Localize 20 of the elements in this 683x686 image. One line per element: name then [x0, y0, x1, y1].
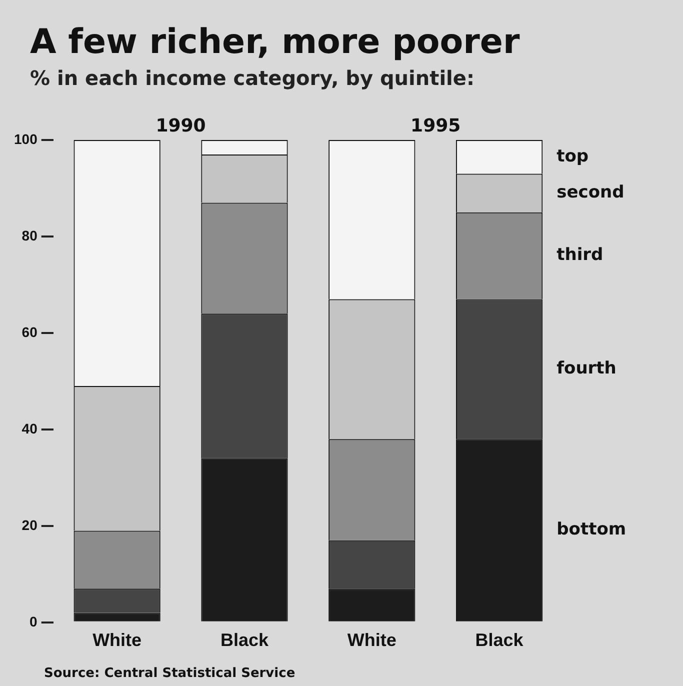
x-tick-label: Black — [475, 630, 524, 650]
series-label: top — [556, 146, 589, 166]
text: 1995 — [410, 116, 461, 137]
y-tick-label: 0 — [30, 613, 38, 630]
y-tick-label: 60 — [22, 324, 38, 340]
series-label: fourth — [556, 358, 616, 379]
y-tick-label: 40 — [22, 420, 38, 436]
series-label: bottom — [556, 520, 626, 540]
x-tick-label: Black — [220, 630, 270, 650]
y-tick-label: 20 — [22, 516, 38, 533]
source-note: Source: Central Statistical Service — [44, 666, 296, 681]
y-tick-label: 80 — [22, 227, 38, 244]
x-tick-label: White — [92, 630, 142, 650]
chart-subtitle: % in each income category, by quintile: — [30, 66, 474, 90]
series-label: second — [556, 182, 624, 202]
y-tick-label: 100 — [14, 130, 38, 147]
text: 1990 — [156, 116, 206, 137]
x-tick-label: White — [347, 630, 396, 650]
series-label: third — [556, 245, 604, 266]
chart-title: A few richer, more poorer — [30, 22, 520, 62]
